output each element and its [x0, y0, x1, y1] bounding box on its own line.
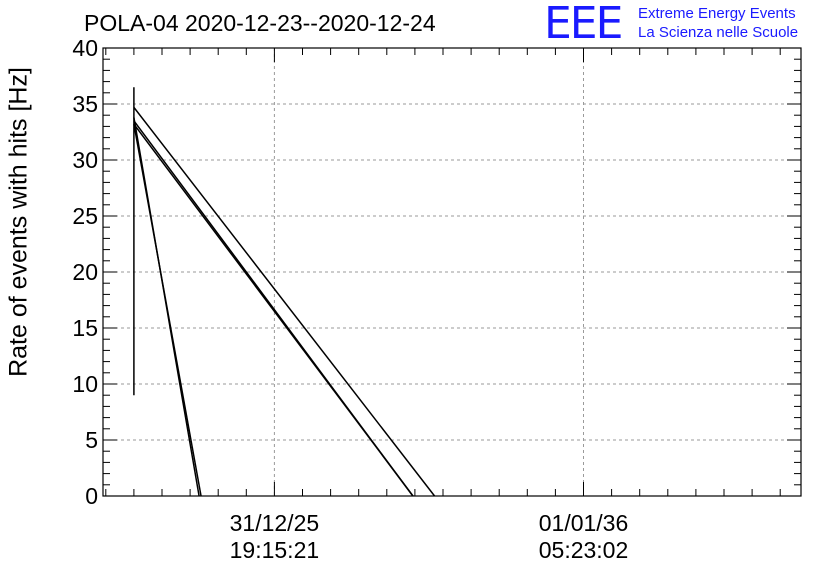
y-tick-label: 10: [72, 371, 98, 397]
logo-line-2: La Scienza nelle Scuole: [638, 24, 799, 41]
data-segment: [133, 123, 414, 497]
x-tick-label-date: 01/01/36: [539, 510, 629, 536]
grid-lines: [103, 48, 801, 496]
y-tick-label: 20: [72, 259, 98, 285]
y-tick-label: 25: [72, 203, 98, 229]
y-tick-label: 15: [72, 315, 98, 341]
y-tick-label: 30: [72, 147, 98, 173]
x-tick-label-date: 31/12/25: [230, 510, 320, 536]
eee-logo: EEE: [544, 0, 623, 49]
logo-line-1: Extreme Energy Events: [638, 5, 796, 22]
data-segment: [133, 106, 436, 497]
chart-title: POLA-04 2020-12-23--2020-12-24: [84, 10, 436, 36]
data-series: [133, 87, 436, 497]
y-tick-label: 35: [72, 91, 98, 117]
y-tick-label: 40: [72, 35, 98, 61]
x-tick-label-time: 19:15:21: [230, 537, 320, 563]
data-segment: [133, 124, 202, 497]
y-tick-label: 5: [85, 427, 98, 453]
x-tick-label-time: 05:23:02: [539, 537, 629, 563]
y-tick-label: 0: [85, 483, 98, 509]
y-tick-labels: 0 5 10 15 20 25 30 35 40: [72, 35, 98, 509]
logo-text: Extreme Energy Events La Scienza nelle S…: [638, 4, 798, 42]
plot-frame: [102, 47, 802, 497]
y-axis-label: Rate of events with hits [Hz]: [4, 67, 33, 377]
